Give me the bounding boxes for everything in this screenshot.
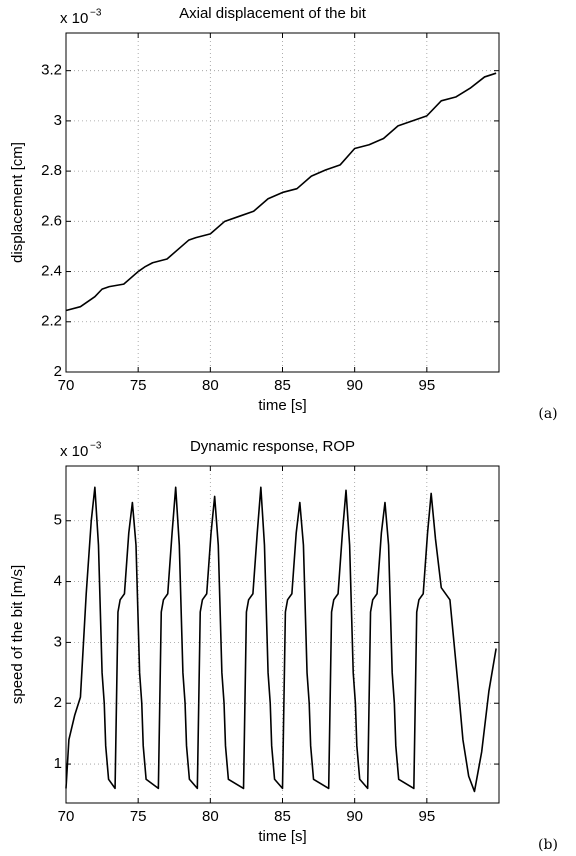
x-tick-label: 70 [58,808,75,825]
x-tick-label: 90 [346,377,363,394]
x-tick-label: 75 [130,377,147,394]
x-tick-label: 70 [58,377,75,394]
y-tick-label: 3 [54,633,62,650]
y-tick-label: 2 [54,363,62,380]
y-tick-label: 5 [54,512,62,529]
y-tick-label: 4 [54,573,62,590]
panel-label: (a) [538,406,557,422]
y-tick-label: 2 [54,694,62,711]
x-tick-label: 95 [418,377,435,394]
y-tick-label: 3.2 [41,62,62,79]
y-tick-label: 2.8 [41,162,62,179]
x-tick-label: 85 [274,377,291,394]
x-tick-label: 85 [274,808,291,825]
x-tick-label: 80 [202,377,219,394]
y-tick-label: 2.2 [41,313,62,330]
y-axis-label: displacement [cm] [9,142,26,263]
chart-title: Axial displacement of the bit [179,5,367,22]
chart-title: Dynamic response, ROP [190,438,355,455]
y-tick-label: 2.6 [41,212,62,229]
x-tick-label: 95 [418,808,435,825]
y-axis-label: speed of the bit [m/s] [9,565,26,704]
x-axis-label: time [s] [258,397,306,414]
axis-multiplier: x 10 [60,443,88,460]
axis-multiplier: x 10 [60,10,88,27]
x-tick-label: 80 [202,808,219,825]
panel-label: (b) [538,837,558,853]
axis-multiplier-exponent: −3 [90,441,102,452]
y-tick-label: 1 [54,755,62,772]
y-tick-label: 2.4 [41,263,62,280]
y-tick-label: 3 [54,112,62,129]
axis-multiplier-exponent: −3 [90,8,102,19]
x-tick-label: 90 [346,808,363,825]
data-line [65,486,497,793]
plot-frame [65,465,500,804]
data-line [65,72,497,312]
x-axis-label: time [s] [258,828,306,845]
plot-frame [65,32,500,373]
x-tick-label: 75 [130,808,147,825]
